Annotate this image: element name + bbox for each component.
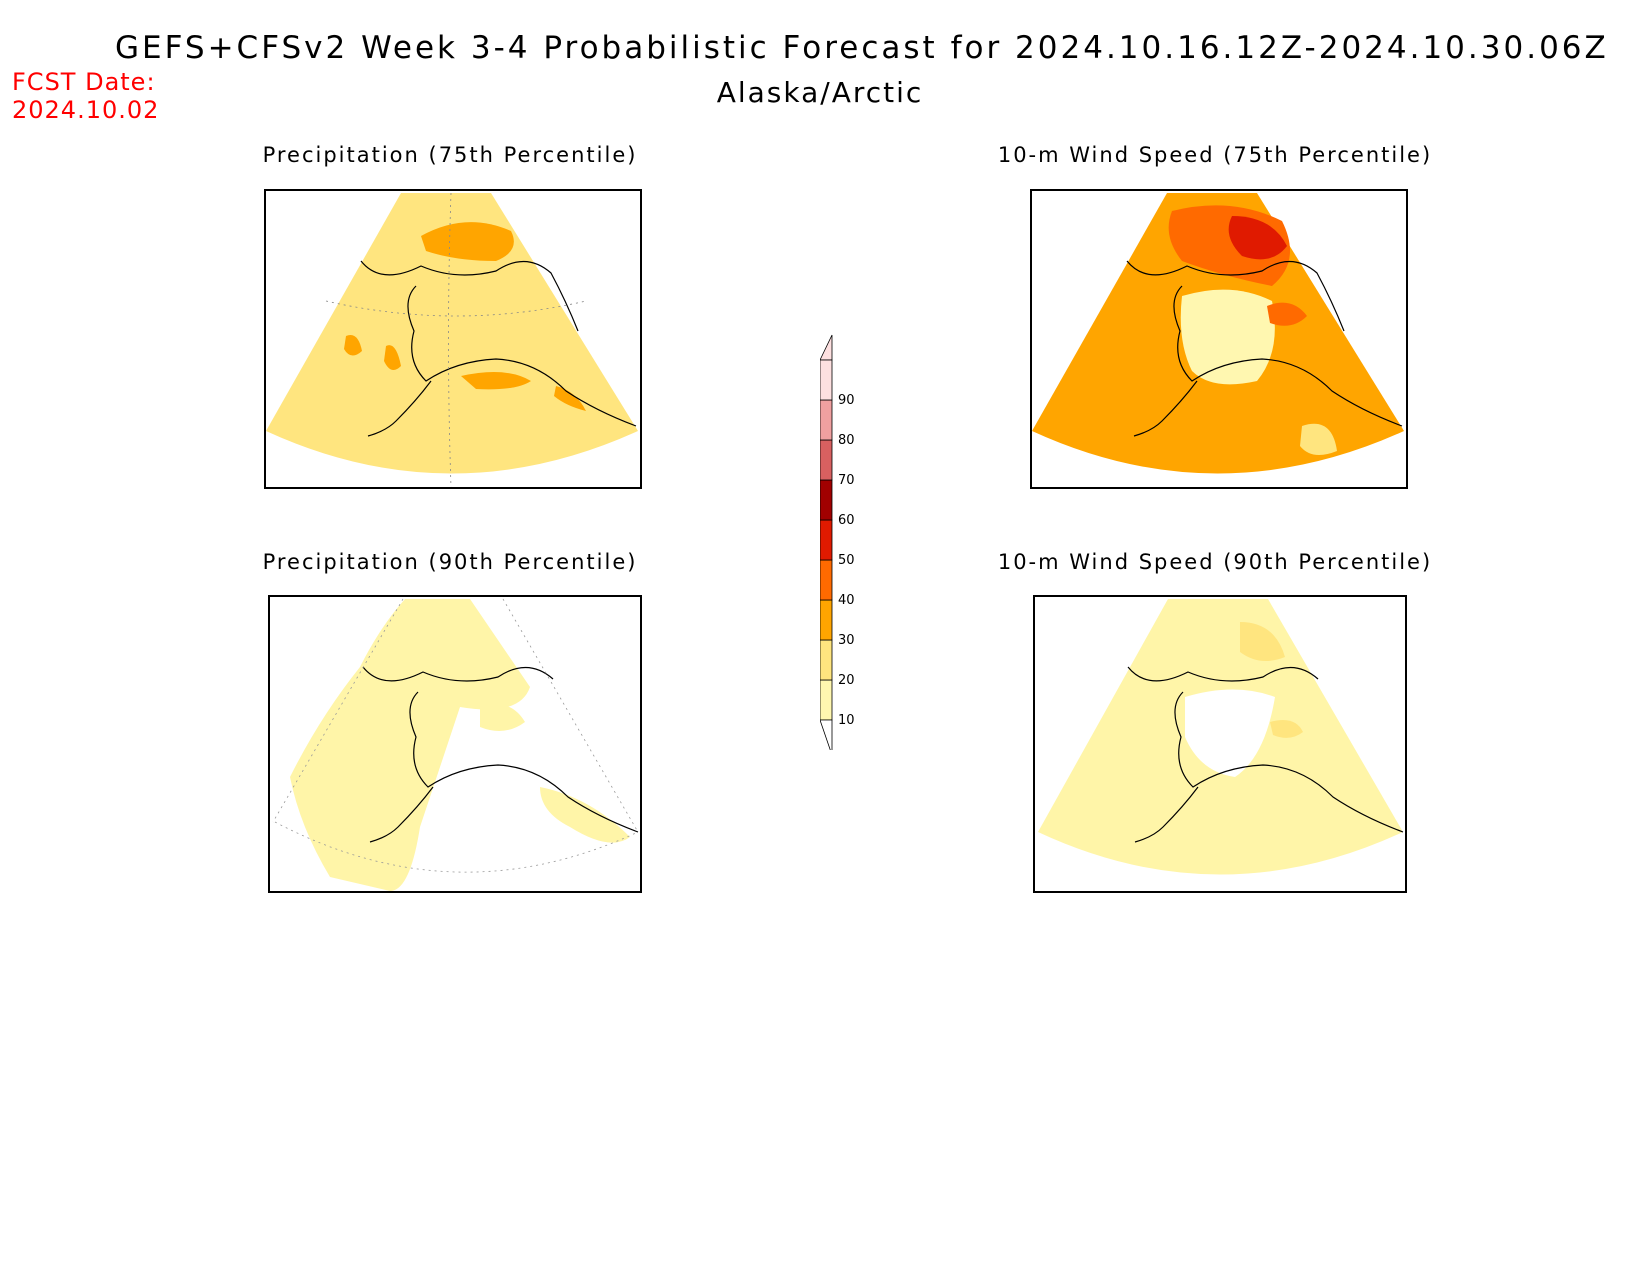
coastline <box>1134 786 1199 843</box>
probability-contour <box>1228 216 1287 260</box>
colorbar-tick-label: 30 <box>838 633 855 648</box>
panel-title-wind-75: 10-m Wind Speed (75th Percentile) <box>997 143 1433 167</box>
colorbar-tick-label: 40 <box>838 593 855 608</box>
graticule <box>272 598 639 873</box>
map-precip-90 <box>272 598 639 891</box>
probability-contour <box>480 704 525 731</box>
probability-contour <box>1300 423 1337 455</box>
colorbar-swatch <box>819 479 833 521</box>
coastline <box>1133 380 1198 437</box>
colorbar-tick-label: 90 <box>838 393 855 408</box>
probability-contour <box>1240 622 1285 661</box>
coastline <box>369 786 434 843</box>
colorbar-tick-label: 50 <box>838 553 855 568</box>
forecast-date-label: FCST Date: 2024.10.02 <box>12 68 159 124</box>
colorbar-tick-label: 60 <box>838 513 855 528</box>
coastline <box>1127 666 1404 833</box>
probability-contour <box>1270 719 1303 738</box>
forecast-area <box>290 599 530 891</box>
probability-contour <box>384 345 401 370</box>
colorbar-svg: 10 20 30 40 50 60 70 80 90 <box>819 334 855 756</box>
probability-contour <box>461 372 531 390</box>
colorbar-swatch <box>819 439 833 481</box>
panel-title-precip-90: Precipitation (90th Percentile) <box>262 550 638 574</box>
forecast-area <box>266 193 638 474</box>
colorbar-tick-label: 70 <box>838 473 855 488</box>
probability-contour <box>421 222 514 261</box>
panel-title-wind-90: 10-m Wind Speed (90th Percentile) <box>997 550 1433 574</box>
coastline <box>360 260 637 427</box>
probability-contour <box>1185 689 1275 777</box>
colorbar-swatch <box>819 639 833 681</box>
panel-title-precip-75: Precipitation (75th Percentile) <box>262 143 638 167</box>
region-subtitle: Alaska/Arctic <box>716 76 924 109</box>
colorbar-swatch <box>819 599 833 641</box>
coastline <box>367 380 432 437</box>
coastline <box>362 666 639 833</box>
map-precip-75 <box>266 192 638 487</box>
fcst-date-label: FCST Date: <box>12 68 156 96</box>
probability-contour <box>344 335 362 356</box>
coastline <box>1126 260 1403 427</box>
probability-contour <box>1180 289 1275 385</box>
fcst-date-value: 2024.10.02 <box>12 96 160 124</box>
map-wind-90 <box>1038 599 1404 875</box>
colorbar-cap-bottom <box>819 719 833 756</box>
colorbar-tick-label: 20 <box>838 673 855 688</box>
probability-contour <box>554 386 586 411</box>
colorbar-tick-label: 10 <box>838 713 855 728</box>
page-title: GEFS+CFSv2 Week 3-4 Probabilistic Foreca… <box>115 30 1609 66</box>
colorbar-swatch <box>819 399 833 441</box>
colorbar: 10 20 30 40 50 60 70 80 90 <box>819 330 890 756</box>
map-panel-precip-75 <box>264 189 642 489</box>
map-wind-75 <box>1032 193 1404 474</box>
colorbar-swatch <box>819 359 833 401</box>
colorbar-tick-label: 80 <box>838 433 855 448</box>
probability-contour <box>540 787 630 843</box>
map-panel-wind-75 <box>1030 189 1408 489</box>
colorbar-cap-top <box>819 334 833 361</box>
colorbar-swatch <box>819 559 833 601</box>
colorbar-swatch <box>819 679 833 721</box>
map-panel-wind-90 <box>1033 595 1407 893</box>
probability-contour <box>1267 302 1307 326</box>
colorbar-swatch <box>819 519 833 561</box>
map-panel-precip-90 <box>268 595 642 893</box>
graticule <box>325 192 587 487</box>
